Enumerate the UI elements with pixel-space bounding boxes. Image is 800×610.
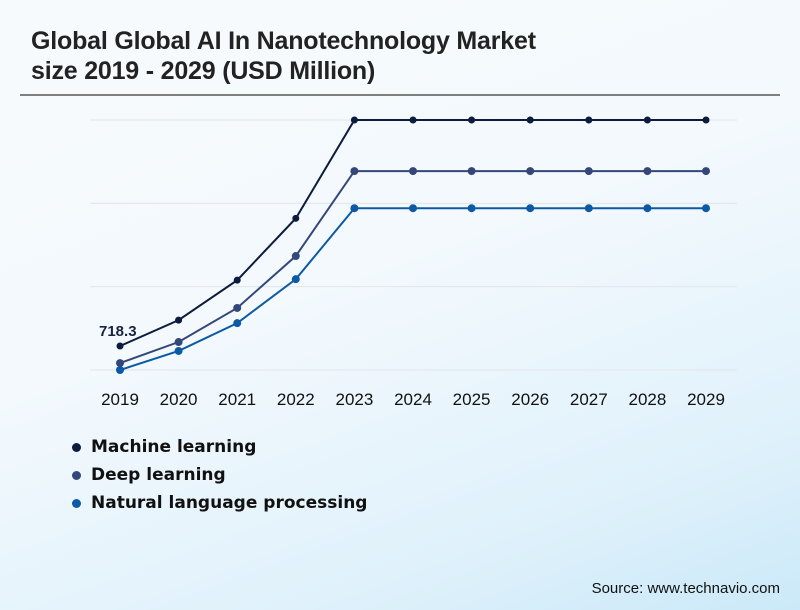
data-point (116, 342, 124, 350)
series-line-deep-learning (119, 170, 706, 365)
data-point (409, 204, 417, 213)
series-lines (119, 119, 706, 371)
data-point (233, 303, 242, 312)
data-point (175, 316, 183, 324)
x-tick-label: 2021 (218, 390, 256, 409)
data-point (526, 116, 534, 124)
data-point (467, 204, 476, 213)
x-axis-ticks: 2019 2020 2021 2022 2023 2024 2025 2026 2027 2028… (101, 390, 725, 409)
x-tick-label: 2022 (277, 390, 315, 409)
data-point (350, 204, 359, 213)
legend-marker-icon (72, 442, 81, 452)
data-point (468, 116, 476, 124)
data-point (702, 116, 710, 124)
data-point (526, 204, 535, 213)
data-point (643, 167, 652, 176)
chart-title-line-2: size 2019 - 2029 (USD Million) (31, 57, 376, 85)
x-tick-label: 2025 (453, 390, 491, 409)
legend-item-machine-learning[interactable]: Machine learning (72, 433, 367, 461)
series-points (116, 116, 710, 374)
chart-title: Global Global AI In Nanotechnology Marke… (31, 26, 536, 86)
x-tick-label: 2026 (511, 390, 549, 409)
legend-label: Machine learning (91, 437, 257, 457)
legend-item-natural-language-processing[interactable]: Natural language processing (72, 489, 367, 517)
x-tick-label: 2028 (628, 390, 666, 409)
data-point (292, 214, 300, 222)
data-label: 718.3 (99, 323, 137, 340)
legend-item-deep-learning[interactable]: Deep learning (72, 461, 367, 489)
data-point (233, 319, 242, 328)
chart-title-line-1: Global Global AI In Nanotechnology Marke… (31, 27, 536, 55)
legend-marker-icon (72, 498, 81, 508)
data-point (409, 167, 417, 176)
x-tick-label: 2024 (394, 390, 432, 409)
data-point (291, 275, 300, 284)
data-point (585, 116, 593, 124)
data-point (409, 116, 417, 124)
series-line-machine-learning (119, 119, 706, 347)
legend-marker-icon (72, 470, 81, 480)
x-tick-label: 2019 (101, 390, 139, 409)
data-point (174, 346, 183, 355)
data-point (350, 167, 359, 176)
x-tick-label: 2027 (570, 390, 608, 409)
legend: Machine learning Deep learning Natural l… (72, 433, 367, 517)
data-point (702, 204, 710, 213)
data-point (350, 116, 358, 124)
line-chart: 2019 2020 2021 2022 2023 2024 2025 2026 2027 2028… (90, 116, 737, 409)
data-point (643, 204, 652, 213)
x-tick-label: 2029 (687, 390, 725, 409)
series-line-natural-language-processing (119, 207, 706, 371)
data-point (584, 204, 593, 213)
data-point (526, 167, 535, 176)
x-tick-label: 2020 (160, 390, 198, 409)
data-point (174, 338, 183, 347)
x-tick-label: 2023 (335, 390, 373, 409)
data-point (116, 359, 124, 368)
data-point (291, 252, 300, 261)
data-point (584, 167, 593, 176)
data-point (702, 167, 710, 176)
title-divider (20, 94, 780, 96)
gridlines (90, 119, 737, 371)
legend-label: Deep learning (91, 465, 226, 485)
source-credit: Source: www.technavio.com (591, 580, 780, 597)
legend-label: Natural language processing (91, 493, 368, 513)
data-point (233, 276, 241, 284)
annotations: 718.3 (99, 323, 137, 340)
data-point (116, 366, 124, 374)
data-point (467, 167, 476, 176)
data-point (643, 116, 651, 124)
